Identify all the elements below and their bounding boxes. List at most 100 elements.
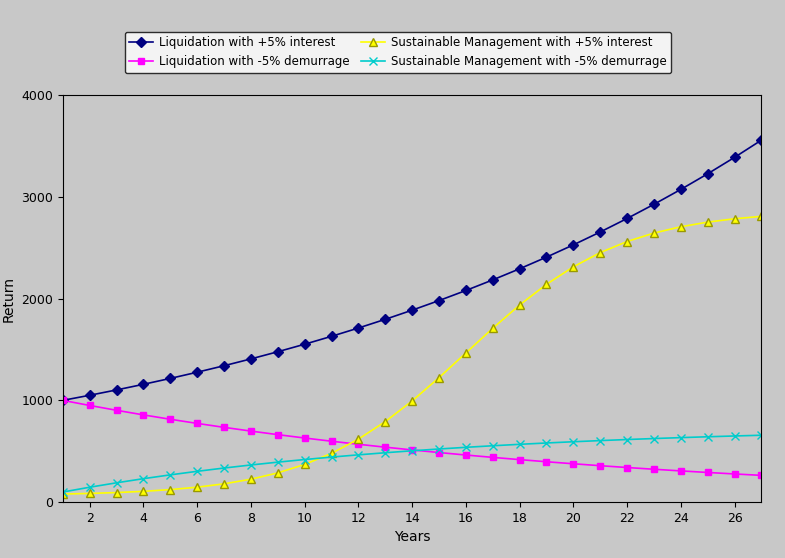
Liquidation with +5% interest [542, 254, 551, 261]
Liquidation with +5% interest [111, 387, 121, 393]
Sustainable Management with +5% interest [246, 476, 256, 483]
Liquidation with -5% demurrage [623, 464, 632, 471]
Sustainable Management with -5% demurrage [461, 444, 470, 451]
Sustainable Management with +5% interest [354, 436, 363, 442]
Sustainable Management with +5% interest [676, 223, 685, 230]
Sustainable Management with +5% interest [407, 398, 417, 405]
Liquidation with +5% interest [434, 297, 444, 304]
Liquidation with +5% interest [381, 316, 390, 323]
Liquidation with -5% demurrage [515, 456, 524, 463]
Sustainable Management with +5% interest [111, 489, 121, 496]
Line: Liquidation with +5% interest: Liquidation with +5% interest [60, 137, 765, 404]
Sustainable Management with +5% interest [300, 461, 309, 468]
Liquidation with -5% demurrage [85, 402, 94, 409]
Liquidation with +5% interest [596, 229, 605, 235]
Liquidation with +5% interest [407, 307, 417, 314]
Liquidation with +5% interest [488, 277, 498, 283]
Liquidation with -5% demurrage [300, 435, 309, 441]
Sustainable Management with +5% interest [381, 418, 390, 425]
Liquidation with -5% demurrage [461, 451, 470, 458]
Sustainable Management with -5% demurrage [139, 475, 148, 482]
Sustainable Management with -5% demurrage [219, 465, 228, 472]
Sustainable Management with +5% interest [139, 488, 148, 495]
Liquidation with -5% demurrage [219, 424, 228, 431]
Sustainable Management with -5% demurrage [649, 435, 659, 442]
Liquidation with -5% demurrage [649, 466, 659, 473]
Sustainable Management with -5% demurrage [757, 432, 766, 439]
Sustainable Management with -5% demurrage [542, 440, 551, 446]
Liquidation with +5% interest [166, 375, 175, 382]
Liquidation with -5% demurrage [542, 459, 551, 465]
Liquidation with -5% demurrage [354, 441, 363, 448]
Sustainable Management with +5% interest [461, 350, 470, 357]
Sustainable Management with -5% demurrage [58, 489, 68, 496]
Liquidation with +5% interest [515, 266, 524, 272]
Sustainable Management with +5% interest [649, 230, 659, 237]
Liquidation with +5% interest [139, 381, 148, 388]
Liquidation with +5% interest [192, 369, 202, 376]
Liquidation with -5% demurrage [192, 420, 202, 427]
Liquidation with +5% interest [623, 215, 632, 222]
Sustainable Management with +5% interest [623, 238, 632, 245]
Liquidation with +5% interest [730, 154, 739, 161]
Sustainable Management with -5% demurrage [730, 432, 739, 439]
Liquidation with +5% interest [246, 355, 256, 362]
Liquidation with -5% demurrage [273, 431, 283, 438]
Sustainable Management with -5% demurrage [568, 439, 578, 445]
Liquidation with +5% interest [568, 242, 578, 248]
Sustainable Management with -5% demurrage [111, 479, 121, 486]
Sustainable Management with +5% interest [434, 374, 444, 381]
Sustainable Management with -5% demurrage [596, 437, 605, 444]
Liquidation with -5% demurrage [434, 449, 444, 456]
Sustainable Management with -5% demurrage [354, 451, 363, 458]
Liquidation with +5% interest [703, 170, 713, 177]
Line: Liquidation with -5% demurrage: Liquidation with -5% demurrage [60, 397, 765, 479]
Sustainable Management with +5% interest [488, 325, 498, 331]
Legend: Liquidation with +5% interest, Liquidation with -5% demurrage, Sustainable Manag: Liquidation with +5% interest, Liquidati… [125, 31, 671, 73]
Liquidation with -5% demurrage [139, 412, 148, 418]
Liquidation with +5% interest [85, 392, 94, 398]
Liquidation with -5% demurrage [327, 438, 336, 445]
X-axis label: Years: Years [394, 531, 430, 545]
Sustainable Management with +5% interest [542, 281, 551, 288]
Y-axis label: Return: Return [2, 276, 16, 321]
Liquidation with -5% demurrage [596, 463, 605, 469]
Sustainable Management with -5% demurrage [676, 434, 685, 441]
Sustainable Management with +5% interest [757, 213, 766, 220]
Sustainable Management with +5% interest [85, 490, 94, 497]
Liquidation with +5% interest [354, 325, 363, 331]
Liquidation with -5% demurrage [111, 407, 121, 413]
Liquidation with -5% demurrage [757, 472, 766, 479]
Line: Sustainable Management with +5% interest: Sustainable Management with +5% interest [59, 212, 765, 498]
Sustainable Management with -5% demurrage [381, 449, 390, 456]
Sustainable Management with -5% demurrage [300, 456, 309, 463]
Sustainable Management with +5% interest [273, 469, 283, 476]
Sustainable Management with -5% demurrage [192, 468, 202, 475]
Liquidation with +5% interest [273, 348, 283, 355]
Liquidation with +5% interest [300, 341, 309, 348]
Liquidation with +5% interest [649, 201, 659, 208]
Liquidation with -5% demurrage [407, 446, 417, 453]
Sustainable Management with -5% demurrage [434, 446, 444, 453]
Sustainable Management with -5% demurrage [407, 448, 417, 454]
Liquidation with +5% interest [327, 333, 336, 340]
Liquidation with -5% demurrage [568, 460, 578, 467]
Line: Sustainable Management with -5% demurrage: Sustainable Management with -5% demurrag… [59, 431, 765, 496]
Liquidation with -5% demurrage [381, 444, 390, 450]
Liquidation with -5% demurrage [703, 469, 713, 476]
Liquidation with -5% demurrage [730, 470, 739, 477]
Sustainable Management with -5% demurrage [488, 442, 498, 449]
Sustainable Management with +5% interest [730, 215, 739, 222]
Sustainable Management with +5% interest [192, 484, 202, 490]
Liquidation with -5% demurrage [166, 416, 175, 422]
Sustainable Management with +5% interest [568, 263, 578, 270]
Liquidation with -5% demurrage [58, 397, 68, 404]
Sustainable Management with +5% interest [515, 302, 524, 309]
Sustainable Management with -5% demurrage [166, 472, 175, 478]
Sustainable Management with +5% interest [703, 219, 713, 225]
Liquidation with -5% demurrage [488, 454, 498, 461]
Sustainable Management with -5% demurrage [273, 459, 283, 465]
Sustainable Management with -5% demurrage [703, 434, 713, 440]
Sustainable Management with +5% interest [596, 249, 605, 256]
Sustainable Management with -5% demurrage [327, 454, 336, 460]
